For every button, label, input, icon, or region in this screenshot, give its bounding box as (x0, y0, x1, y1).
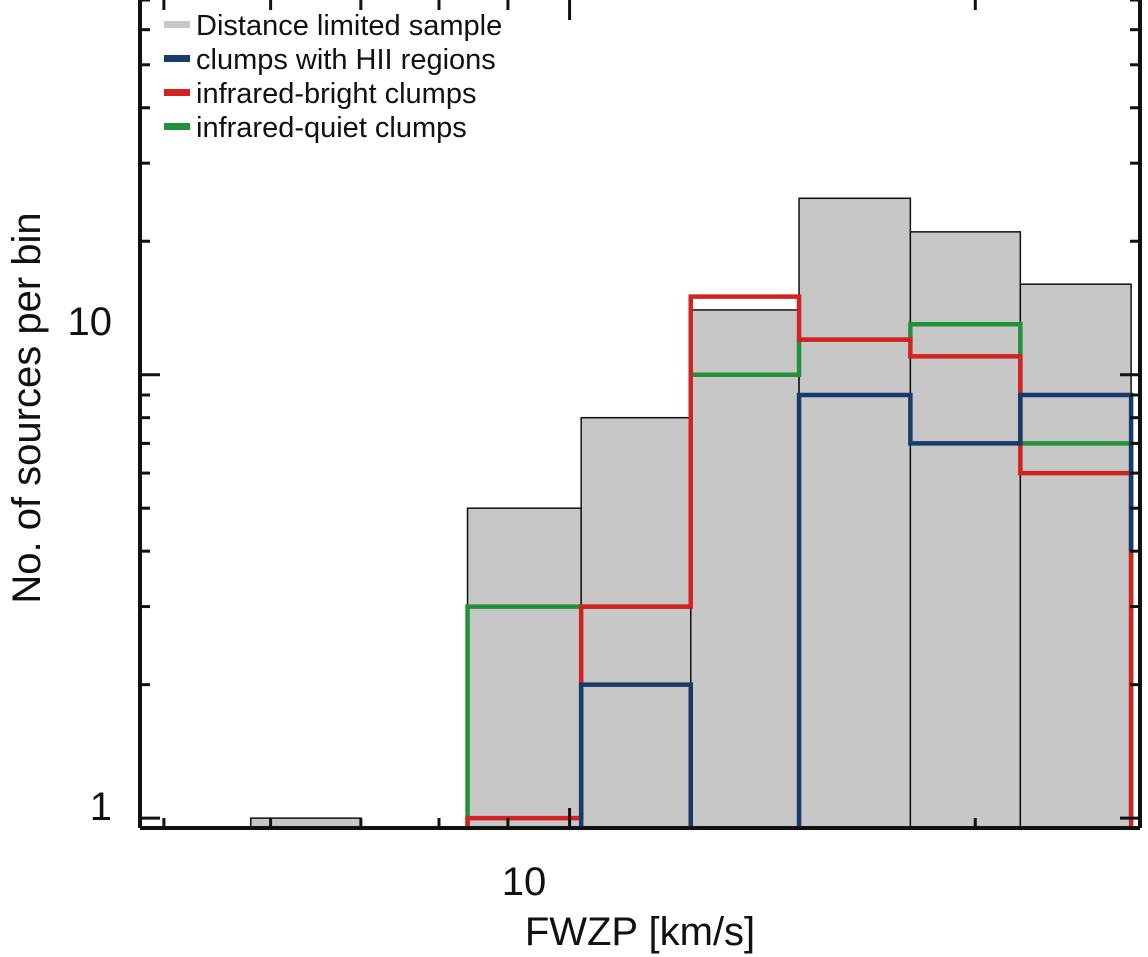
hii-step-line (578, 392, 1134, 828)
y-axis-label: No. of sources per bin (5, 212, 49, 603)
x-axis-label: FWZP [km/s] (525, 910, 755, 954)
axis-ticks (140, 0, 1140, 828)
gray-bar-5 (798, 197, 912, 829)
gray-histogram-bars (250, 197, 1132, 829)
y-tick-label-1: 1 (90, 785, 112, 829)
legend-label-ir-bright: infrared-bright clumps (196, 78, 476, 110)
legend-swatch-ir-quiet (164, 123, 190, 130)
legend-swatch-distance-limited (164, 21, 190, 28)
legend: Distance limited sample clumps with HII … (164, 10, 502, 144)
plot-axes (138, 0, 1142, 830)
gray-bar-2 (466, 507, 582, 829)
gray-bar-7 (1019, 283, 1132, 829)
legend-swatch-ir-bright (164, 89, 190, 96)
x-tick-label-10: 10 (502, 860, 547, 904)
y-tick-label-10: 10 (68, 300, 113, 344)
legend-label-distance-limited: Distance limited sample (196, 10, 502, 42)
legend-label-ir-quiet: infrared-quiet clumps (196, 112, 467, 144)
gray-bar-4 (690, 309, 800, 829)
legend-swatch-hii (164, 55, 190, 62)
legend-label-hii: clumps with HII regions (196, 44, 496, 76)
step-histogram-lines (465, 294, 1134, 828)
gray-bar-3 (580, 416, 692, 829)
gray-bar-6 (909, 231, 1022, 829)
